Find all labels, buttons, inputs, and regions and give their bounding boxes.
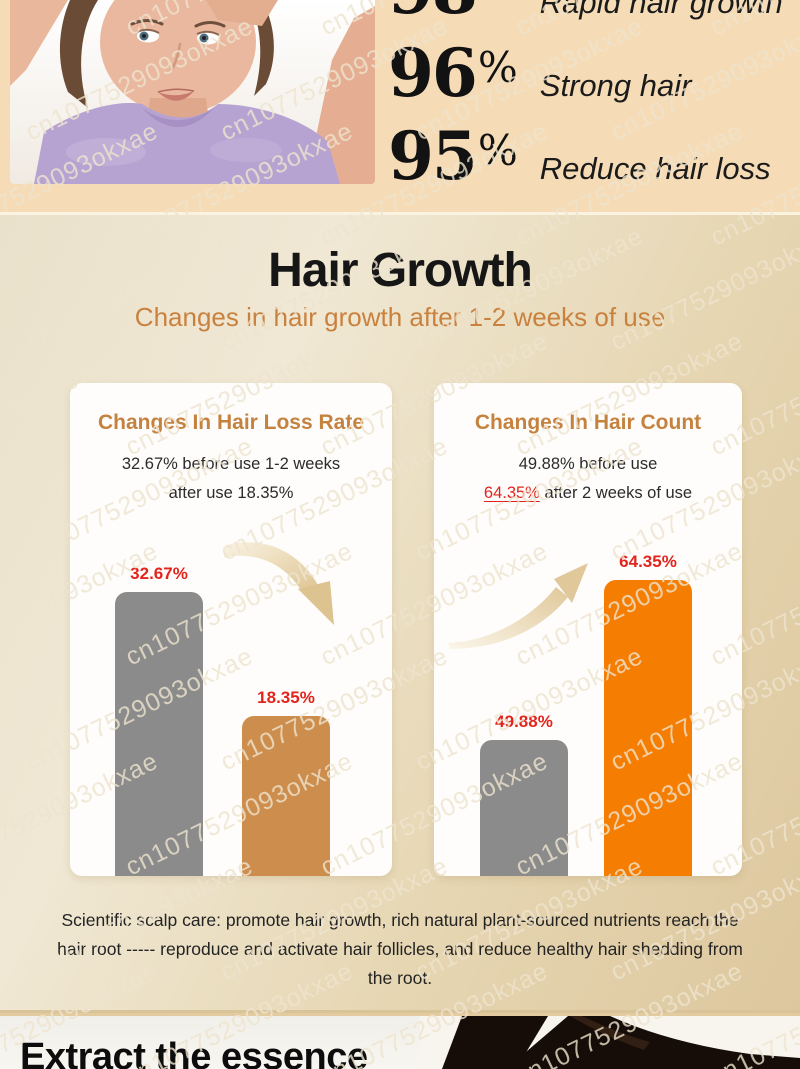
stat-value: 98 — [388, 0, 478, 23]
section-subtitle: Changes in hair growth after 1-2 weeks o… — [134, 302, 666, 332]
highlighted-value: 64.35% — [483, 484, 540, 502]
chart-subtitle-line: 49.88% before use — [518, 455, 658, 473]
stat-label: Reduce hair loss — [539, 151, 771, 186]
stat-strong-hair: 96% Strong hair — [388, 40, 691, 106]
arrow-down-icon — [224, 542, 334, 625]
chart-card-hair-count: Changes In Hair Count 49.88% before use … — [434, 383, 742, 876]
section-title: Hair Growth — [268, 244, 533, 297]
chart-subtitle-line: 64.35% after 2 weeks of use — [434, 484, 742, 503]
bar-after-use — [242, 716, 330, 876]
extract-essence-section: Extract the essence — [0, 1013, 800, 1069]
hair-strands-image — [420, 1016, 800, 1069]
percent-sign: % — [478, 0, 518, 6]
bar-after-use — [604, 580, 692, 876]
chart-title: Changes In Hair Count — [474, 411, 702, 434]
hero-photo — [10, 0, 375, 184]
bar-before-use — [115, 592, 203, 876]
chart-subtitle-line: after use 18.35% — [168, 484, 294, 502]
arrow-up-icon — [448, 563, 588, 649]
bar-value-label: 49.88% — [495, 712, 553, 731]
hero-section: 98% Rapid hair growth 96% Strong hair 95… — [0, 0, 800, 212]
percent-sign: % — [477, 126, 518, 175]
chart-title: Changes In Hair Loss Rate — [97, 411, 365, 434]
bar-value-label: 64.35% — [619, 552, 677, 571]
stat-label: Strong hair — [539, 68, 692, 103]
stat-value: 96 — [388, 34, 478, 112]
stat-value: 95 — [388, 117, 478, 195]
worried-woman-photo — [10, 0, 375, 184]
footer-title: Extract the essence — [20, 1036, 368, 1069]
percent-sign: % — [477, 43, 518, 92]
section-description: Scientific scalp care: promote hair grow… — [57, 910, 743, 988]
chart-subtitle-line: 32.67% before use 1-2 weeks — [121, 455, 341, 473]
chart-card-hair-loss-rate: Changes In Hair Loss Rate 32.67% before … — [70, 383, 392, 876]
bar-value-label: 32.67% — [130, 564, 188, 583]
stat-rapid-hair-growth: 98% Rapid hair growth — [388, 0, 783, 23]
bar-before-use — [480, 740, 568, 876]
stat-reduce-hair-loss: 95% Reduce hair loss — [388, 123, 771, 189]
stat-label: Rapid hair growth — [539, 0, 783, 20]
bar-value-label: 18.35% — [257, 688, 315, 707]
chart-subtitle-rest: after 2 weeks of use — [539, 484, 693, 502]
